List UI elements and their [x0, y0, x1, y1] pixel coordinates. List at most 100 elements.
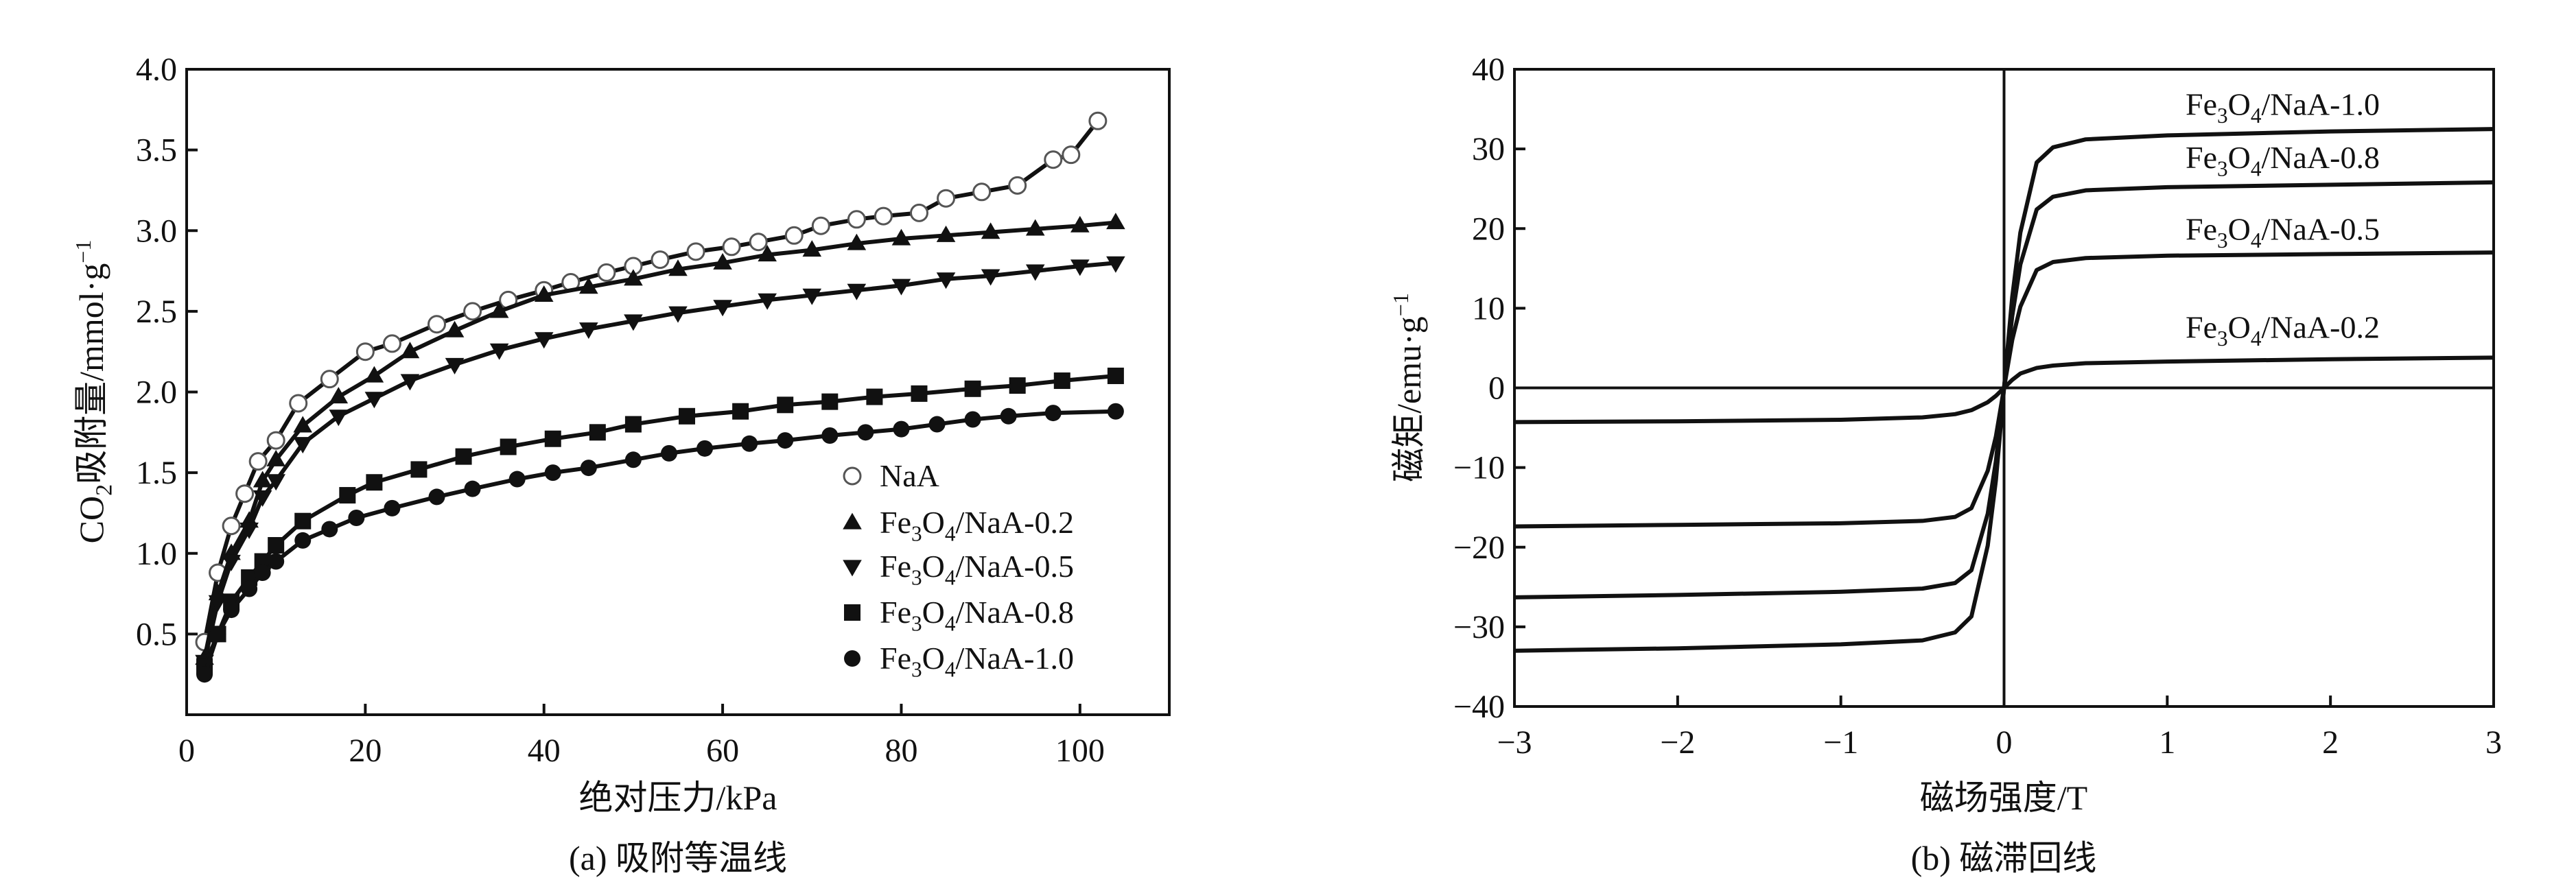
data-point	[428, 488, 445, 506]
data-point	[1025, 219, 1045, 236]
data-point	[936, 272, 956, 289]
data-point	[802, 288, 822, 305]
data-point	[981, 269, 1000, 286]
data-point	[1000, 407, 1017, 425]
data-point	[329, 409, 349, 427]
data-point	[1009, 377, 1026, 394]
data-point	[463, 302, 482, 321]
subscript: 4	[2251, 157, 2262, 181]
y-tick-label: 4.0	[136, 51, 177, 88]
data-point	[445, 357, 465, 375]
y-tick-label: 30	[1472, 131, 1505, 167]
data-point	[366, 474, 383, 491]
text-part: /NaA-0.2	[956, 505, 1074, 540]
data-point	[1025, 264, 1045, 281]
data-point	[253, 490, 272, 507]
data-point	[597, 263, 616, 282]
data-point	[964, 380, 981, 397]
text-part: O	[922, 641, 945, 676]
text-part: Fe	[2186, 86, 2217, 121]
text-part: NaA	[880, 458, 939, 493]
adsorption-isotherm-chart: 0 20 40 60 80 100 0.5 1.0 1.5 2.0 2.5 3.0 3.5 4.0 NaA…	[71, 51, 1171, 877]
subscript: 2	[92, 484, 117, 496]
text-part: /NaA-0.8	[2262, 140, 2380, 175]
data-point	[696, 440, 714, 457]
data-point	[722, 237, 741, 257]
data-point	[1088, 111, 1108, 130]
text-part: Fe	[2186, 140, 2217, 175]
curve-label: Fe3O4/NaA-0.8	[2186, 140, 2380, 181]
subscript: 4	[945, 658, 956, 682]
x-tick-label: 20	[349, 733, 382, 769]
data-point	[857, 424, 874, 441]
data-point	[589, 424, 606, 441]
text-part: Fe	[880, 505, 911, 540]
data-point	[239, 522, 259, 539]
legend-marker-triangle-up-icon	[843, 512, 862, 530]
y-tick-label: 1.5	[136, 455, 177, 491]
legend-label: Fe3O4/NaA-1.0	[880, 641, 1074, 682]
data-point	[222, 554, 241, 571]
data-point	[364, 366, 384, 383]
data-point	[668, 259, 688, 276]
data-point	[544, 464, 561, 482]
data-point	[811, 216, 830, 235]
data-point	[196, 666, 213, 683]
curve-label: Fe3O4/NaA-0.2	[2186, 309, 2380, 351]
data-point	[248, 452, 268, 471]
data-point	[1053, 372, 1070, 390]
data-point	[732, 403, 749, 420]
data-point	[382, 334, 401, 353]
data-point	[348, 509, 365, 526]
data-point	[241, 580, 258, 597]
data-point	[268, 553, 285, 570]
legend-marker-open-circle-icon	[843, 466, 862, 486]
text-part: 吸附量/mmol·g	[72, 263, 110, 484]
data-point	[1106, 213, 1125, 230]
subscript: 4	[2251, 228, 2262, 252]
legend-marker-triangle-down-icon	[843, 560, 862, 577]
series-line	[202, 220, 1116, 659]
data-point	[847, 210, 866, 229]
subfigure-caption: (a) 吸附等温线	[569, 839, 787, 877]
x-tick-label: 3	[2485, 724, 2502, 761]
text-part: /NaA-0.5	[956, 549, 1074, 584]
data-point	[1070, 215, 1090, 233]
legend-label: Fe3O4/NaA-0.2	[880, 505, 1074, 546]
data-point	[268, 536, 285, 554]
y-tick-label: −20	[1453, 530, 1505, 566]
text-part: CO	[72, 496, 110, 543]
data-point	[1106, 256, 1125, 273]
x-tick-label: 0	[178, 733, 195, 769]
y-axis-label: 磁矩/emu·g−1	[1388, 293, 1428, 482]
data-point	[534, 332, 554, 349]
series-naa	[195, 111, 1108, 652]
data-point	[777, 396, 794, 414]
data-point	[1070, 259, 1090, 276]
data-point	[651, 250, 670, 270]
axis-ticks: 0 20 40 60 80 100 0.5 1.0 1.5 2.0 2.5 3.0 3.5 4.0	[136, 51, 1105, 769]
data-point	[223, 602, 240, 619]
data-point	[964, 411, 981, 428]
series-line-fe3o4-naa-0-2	[1514, 355, 2494, 425]
data-point	[253, 471, 272, 488]
y-tick-label: 20	[1472, 211, 1505, 247]
subscript: 3	[2217, 326, 2228, 351]
x-tick-label: 60	[706, 733, 739, 769]
data-point	[624, 416, 642, 433]
y-axis-label-main: 磁矩/emu·g	[1390, 316, 1428, 482]
data-point	[489, 343, 509, 360]
data-point	[534, 285, 554, 302]
data-point	[364, 392, 384, 409]
data-point	[891, 228, 911, 246]
data-point	[293, 416, 313, 433]
data-point	[660, 444, 677, 462]
data-point	[294, 512, 312, 530]
data-point	[1044, 405, 1062, 422]
data-point	[668, 306, 688, 323]
data-point	[821, 393, 839, 410]
curve-label: Fe3O4/NaA-0.5	[2186, 212, 2380, 253]
text-part: Fe	[880, 641, 911, 676]
text-part: /NaA-1.0	[2262, 86, 2380, 121]
